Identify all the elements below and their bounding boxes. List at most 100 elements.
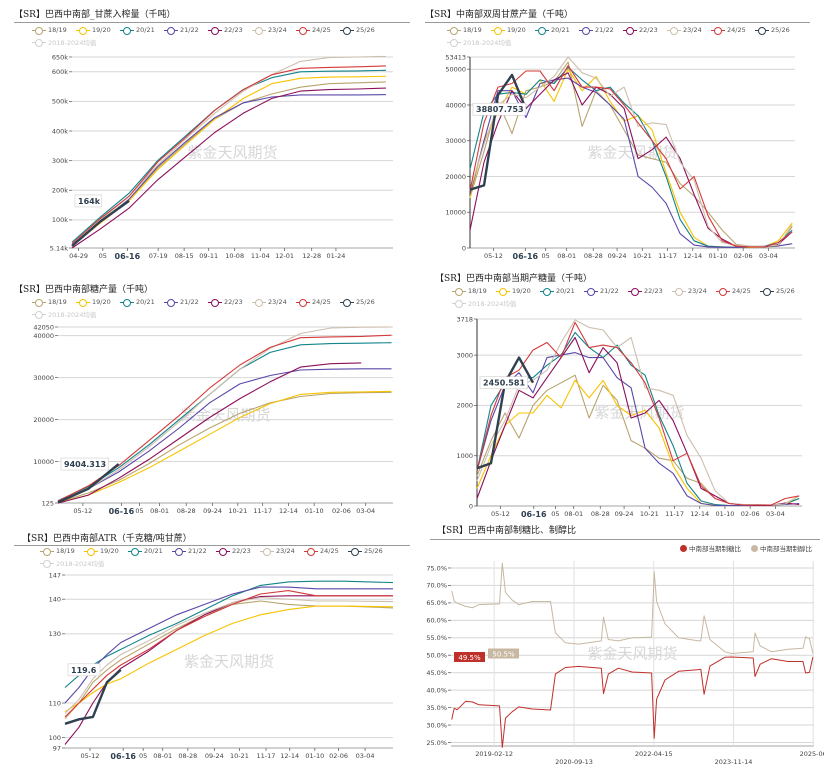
legend-item[interactable]: 21/22	[172, 546, 216, 556]
legend-item[interactable]: 24/25	[304, 546, 348, 556]
legend-marker-icon	[540, 287, 554, 296]
chart-title: 【SR】巴西中南部_甘蔗入榨量（千吨）	[14, 10, 176, 20]
series-line-19/20[interactable]	[64, 605, 394, 713]
x-tick-label: 09-24	[203, 507, 222, 515]
x-tick-label: 03-04	[759, 252, 778, 260]
legend-label: 23/24	[268, 298, 287, 306]
legend-item[interactable]: 19/20	[84, 546, 128, 556]
legend-item[interactable]: 2018-2024均值	[447, 37, 567, 47]
legend-item[interactable]: 2018-2024均值	[452, 298, 572, 308]
series-line-25/26[interactable]	[64, 668, 122, 725]
series-line-23/24[interactable]	[469, 56, 793, 247]
legend-item[interactable]: 22/23	[208, 25, 252, 35]
legend: 18/19 19/20 20/21 21/22 22/23 23/24 24/25 25/26…	[452, 286, 812, 308]
series-line-18/19[interactable]	[64, 600, 394, 719]
x-tick-label: 08-01	[557, 252, 576, 260]
series-line-24/25[interactable]	[64, 590, 393, 718]
series-line-21/22[interactable]	[476, 352, 800, 507]
legend-marker-icon	[755, 26, 769, 35]
legend-item[interactable]: 22/23	[623, 25, 667, 35]
series-line-20/21[interactable]	[64, 580, 394, 688]
legend-item[interactable]: 中南部当期制糖比	[680, 543, 741, 553]
legend-item[interactable]: 22/23	[216, 546, 260, 556]
legend-item[interactable]: 19/20	[491, 25, 535, 35]
legend-item[interactable]: 21/22	[164, 25, 208, 35]
legend-item[interactable]: 2018-2024均值	[40, 558, 160, 568]
series-line-19/20[interactable]	[476, 379, 800, 507]
legend-item[interactable]: 25/26	[340, 25, 384, 35]
legend-label: 18/19	[463, 26, 482, 34]
legend-marker-icon	[452, 287, 466, 296]
legend-item[interactable]: 20/21	[535, 25, 579, 35]
legend-item[interactable]: 18/19	[32, 297, 76, 307]
x-tick-label: 10-21	[228, 507, 247, 515]
legend-marker-icon	[584, 287, 598, 296]
legend-item[interactable]: 21/22	[164, 297, 208, 307]
legend-item[interactable]: 25/26	[340, 297, 384, 307]
legend-label: 24/25	[312, 298, 331, 306]
series-line-25/26[interactable]	[57, 463, 120, 504]
legend-item[interactable]: 19/20	[76, 297, 120, 307]
series-line-中南部当期制糖比[interactable]	[451, 656, 814, 748]
series-line-23/24[interactable]	[57, 326, 392, 502]
cursor-value-box	[74, 194, 103, 208]
y-tick-label: 147	[49, 571, 61, 579]
legend-item[interactable]: 24/25	[716, 286, 760, 296]
legend-item[interactable]: 22/23	[208, 297, 252, 307]
series-line-中南部当期制醇比[interactable]	[451, 562, 814, 654]
series-line-18/19[interactable]	[476, 374, 800, 506]
series-line-21/22[interactable]	[71, 94, 386, 246]
x-tick-label: 05	[139, 752, 147, 760]
series-line-18/19[interactable]	[57, 391, 392, 503]
legend-item[interactable]: 2018-2024均值	[32, 309, 152, 319]
legend-item[interactable]: 25/26	[755, 25, 799, 35]
legend-item[interactable]: 18/19	[40, 546, 84, 556]
legend-item[interactable]: 22/23	[628, 286, 672, 296]
legend-item[interactable]: 20/21	[540, 286, 584, 296]
series-line-22/23[interactable]	[71, 87, 386, 249]
legend-item[interactable]: 23/24	[260, 546, 304, 556]
cursor-value: 50.5%	[492, 651, 515, 659]
legend-item[interactable]: 2018-2024均值	[32, 37, 152, 47]
legend-item[interactable]: 19/20	[496, 286, 540, 296]
legend-item[interactable]: 23/24	[252, 297, 296, 307]
series-line-18/19[interactable]	[469, 61, 793, 248]
y-tick-label: 70.0%	[426, 582, 447, 590]
legend-item[interactable]: 25/26	[348, 546, 392, 556]
legend-item[interactable]: 23/24	[672, 286, 716, 296]
legend-item[interactable]: 20/21	[128, 546, 172, 556]
series-line-24/25[interactable]	[469, 65, 793, 248]
legend-item[interactable]: 20/21	[120, 25, 164, 35]
legend-item[interactable]: 18/19	[452, 286, 496, 296]
series-line-24/25[interactable]	[476, 321, 800, 506]
series-line-25/26[interactable]	[469, 73, 528, 191]
legend-item[interactable]: 24/25	[296, 25, 340, 35]
x-tick-label: 12-14	[280, 752, 299, 760]
legend-marker-icon	[32, 310, 46, 319]
legend-item[interactable]: 18/19	[447, 25, 491, 35]
legend-label: 20/21	[136, 298, 155, 306]
legend-item[interactable]: 23/24	[667, 25, 711, 35]
legend-item[interactable]: 24/25	[711, 25, 755, 35]
legend-item[interactable]: 21/22	[579, 25, 623, 35]
series-line-22/23[interactable]	[57, 362, 362, 504]
series-line-25/26[interactable]	[71, 199, 130, 247]
legend-item[interactable]: 24/25	[296, 297, 340, 307]
legend-label: 2018-2024均值	[468, 300, 517, 308]
legend-item[interactable]: 20/21	[120, 297, 164, 307]
legend-item[interactable]: 中南部当期制醇比	[751, 543, 812, 553]
legend-item[interactable]: 21/22	[584, 286, 628, 296]
legend-item[interactable]: 23/24	[252, 25, 296, 35]
series-line-19/20[interactable]	[57, 390, 392, 504]
series-line-21/22[interactable]	[57, 368, 392, 502]
legend-label: 23/24	[683, 26, 702, 34]
series-line-24/25[interactable]	[71, 65, 386, 245]
legend-label: 21/22	[595, 26, 614, 34]
legend-item[interactable]: 19/20	[76, 25, 120, 35]
series-line-23/24[interactable]	[64, 596, 394, 714]
legend-item[interactable]: 25/26	[760, 286, 804, 296]
series-line-18/19[interactable]	[71, 81, 386, 246]
series-line-22/23[interactable]	[64, 595, 393, 745]
legend-item[interactable]: 18/19	[32, 25, 76, 35]
